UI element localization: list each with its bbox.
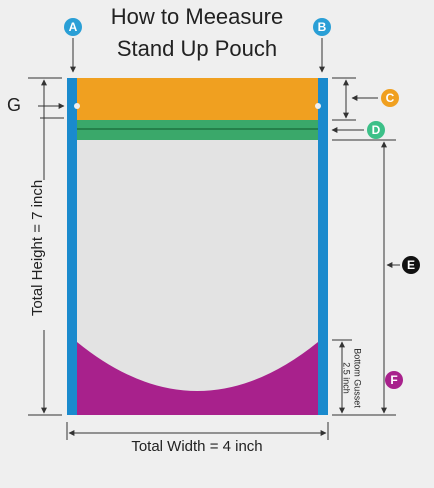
marker-b: B bbox=[318, 20, 327, 34]
label-bg bbox=[30, 180, 58, 330]
marker-g: G bbox=[7, 95, 21, 115]
gusset-label: Bottom Gusset bbox=[353, 348, 363, 408]
tear-notch bbox=[74, 103, 80, 109]
bottom-gusset bbox=[77, 342, 318, 415]
side-seal bbox=[67, 78, 77, 415]
marker-circle bbox=[313, 18, 331, 36]
title-line: How to Meeasure bbox=[111, 4, 283, 29]
marker-circle bbox=[402, 256, 420, 274]
marker-circle bbox=[64, 18, 82, 36]
label-bg bbox=[112, 436, 282, 456]
side-seal bbox=[318, 78, 328, 415]
marker-d: D bbox=[372, 123, 381, 137]
marker-c: C bbox=[386, 91, 395, 105]
marker-e: E bbox=[407, 258, 415, 272]
marker-circle bbox=[385, 371, 403, 389]
width-label: Total Width = 4 inch bbox=[131, 438, 262, 455]
top-seal bbox=[77, 78, 318, 120]
gusset-label: 2.5 inch bbox=[342, 362, 352, 394]
height-label: Total Height = 7 inch bbox=[29, 180, 46, 316]
marker-a: A bbox=[69, 20, 78, 34]
tear-notch bbox=[315, 103, 321, 109]
title-line: Stand Up Pouch bbox=[117, 36, 277, 61]
marker-circle bbox=[381, 89, 399, 107]
marker-circle bbox=[367, 121, 385, 139]
marker-f: F bbox=[390, 373, 397, 387]
